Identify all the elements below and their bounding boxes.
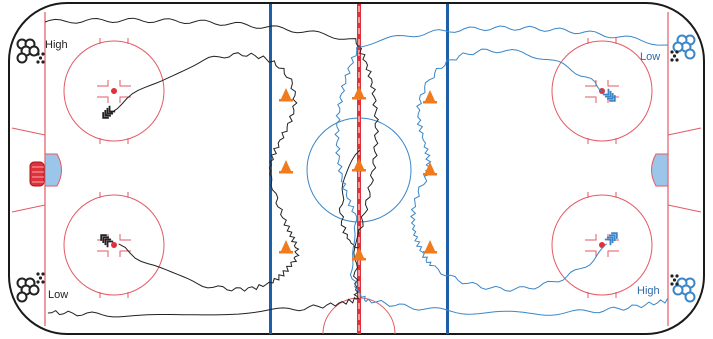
puck-dots-icon-bottom-left (36, 272, 45, 284)
skate-path-blue-outer (334, 25, 669, 316)
label-bottom-left: Low (48, 289, 68, 301)
cone-icon (279, 240, 293, 254)
faceoff-dot-top-left (111, 88, 117, 94)
player-group-icon-bottom-left (16, 277, 40, 303)
player-group-icon-top-right (672, 34, 696, 60)
cone-icon (423, 90, 437, 104)
trapezoid-left (11, 127, 46, 213)
cone-icon (279, 88, 293, 102)
skater-arrow-icon-bottom-right (604, 232, 618, 246)
cone-icon (352, 247, 366, 261)
label-top-left: High (45, 39, 68, 51)
cone-icon (423, 240, 437, 254)
skater-arrow-icon-top-left (102, 105, 116, 119)
faceoff-dot-bottom-left (111, 242, 117, 248)
goal-net-left (29, 161, 45, 187)
skate-path-black-center (338, 149, 361, 252)
faceoff-dot-bottom-right (599, 242, 605, 248)
faceoff-circle-top-right (551, 38, 653, 144)
puck-dots-icon-bottom-right (670, 274, 679, 286)
cone-icon (279, 160, 293, 174)
skater-arrow-icon-top-right (602, 88, 616, 102)
cone-icon (352, 158, 366, 172)
skate-path-black-inner (104, 52, 300, 292)
goal-crease-left (44, 153, 62, 187)
puck-dots-icon-top-left (36, 52, 45, 64)
faceoff-circle-top-left (63, 38, 165, 144)
cone-icon (423, 162, 437, 176)
blue-line-right (446, 4, 449, 334)
cone-icon (352, 86, 366, 100)
player-group-icon-top-left (16, 38, 40, 64)
blue-line-left (269, 4, 272, 334)
trapezoid-right (667, 127, 702, 213)
puck-dots-icon-top-right (670, 50, 679, 62)
skate-path-black-outer (44, 17, 380, 318)
goal-crease-right (651, 153, 669, 187)
skate-path-blue-inner (410, 48, 607, 292)
skater-arrow-icon-bottom-left (100, 234, 114, 248)
label-bottom-right: High (637, 285, 660, 297)
label-top-right: Low (640, 51, 660, 63)
